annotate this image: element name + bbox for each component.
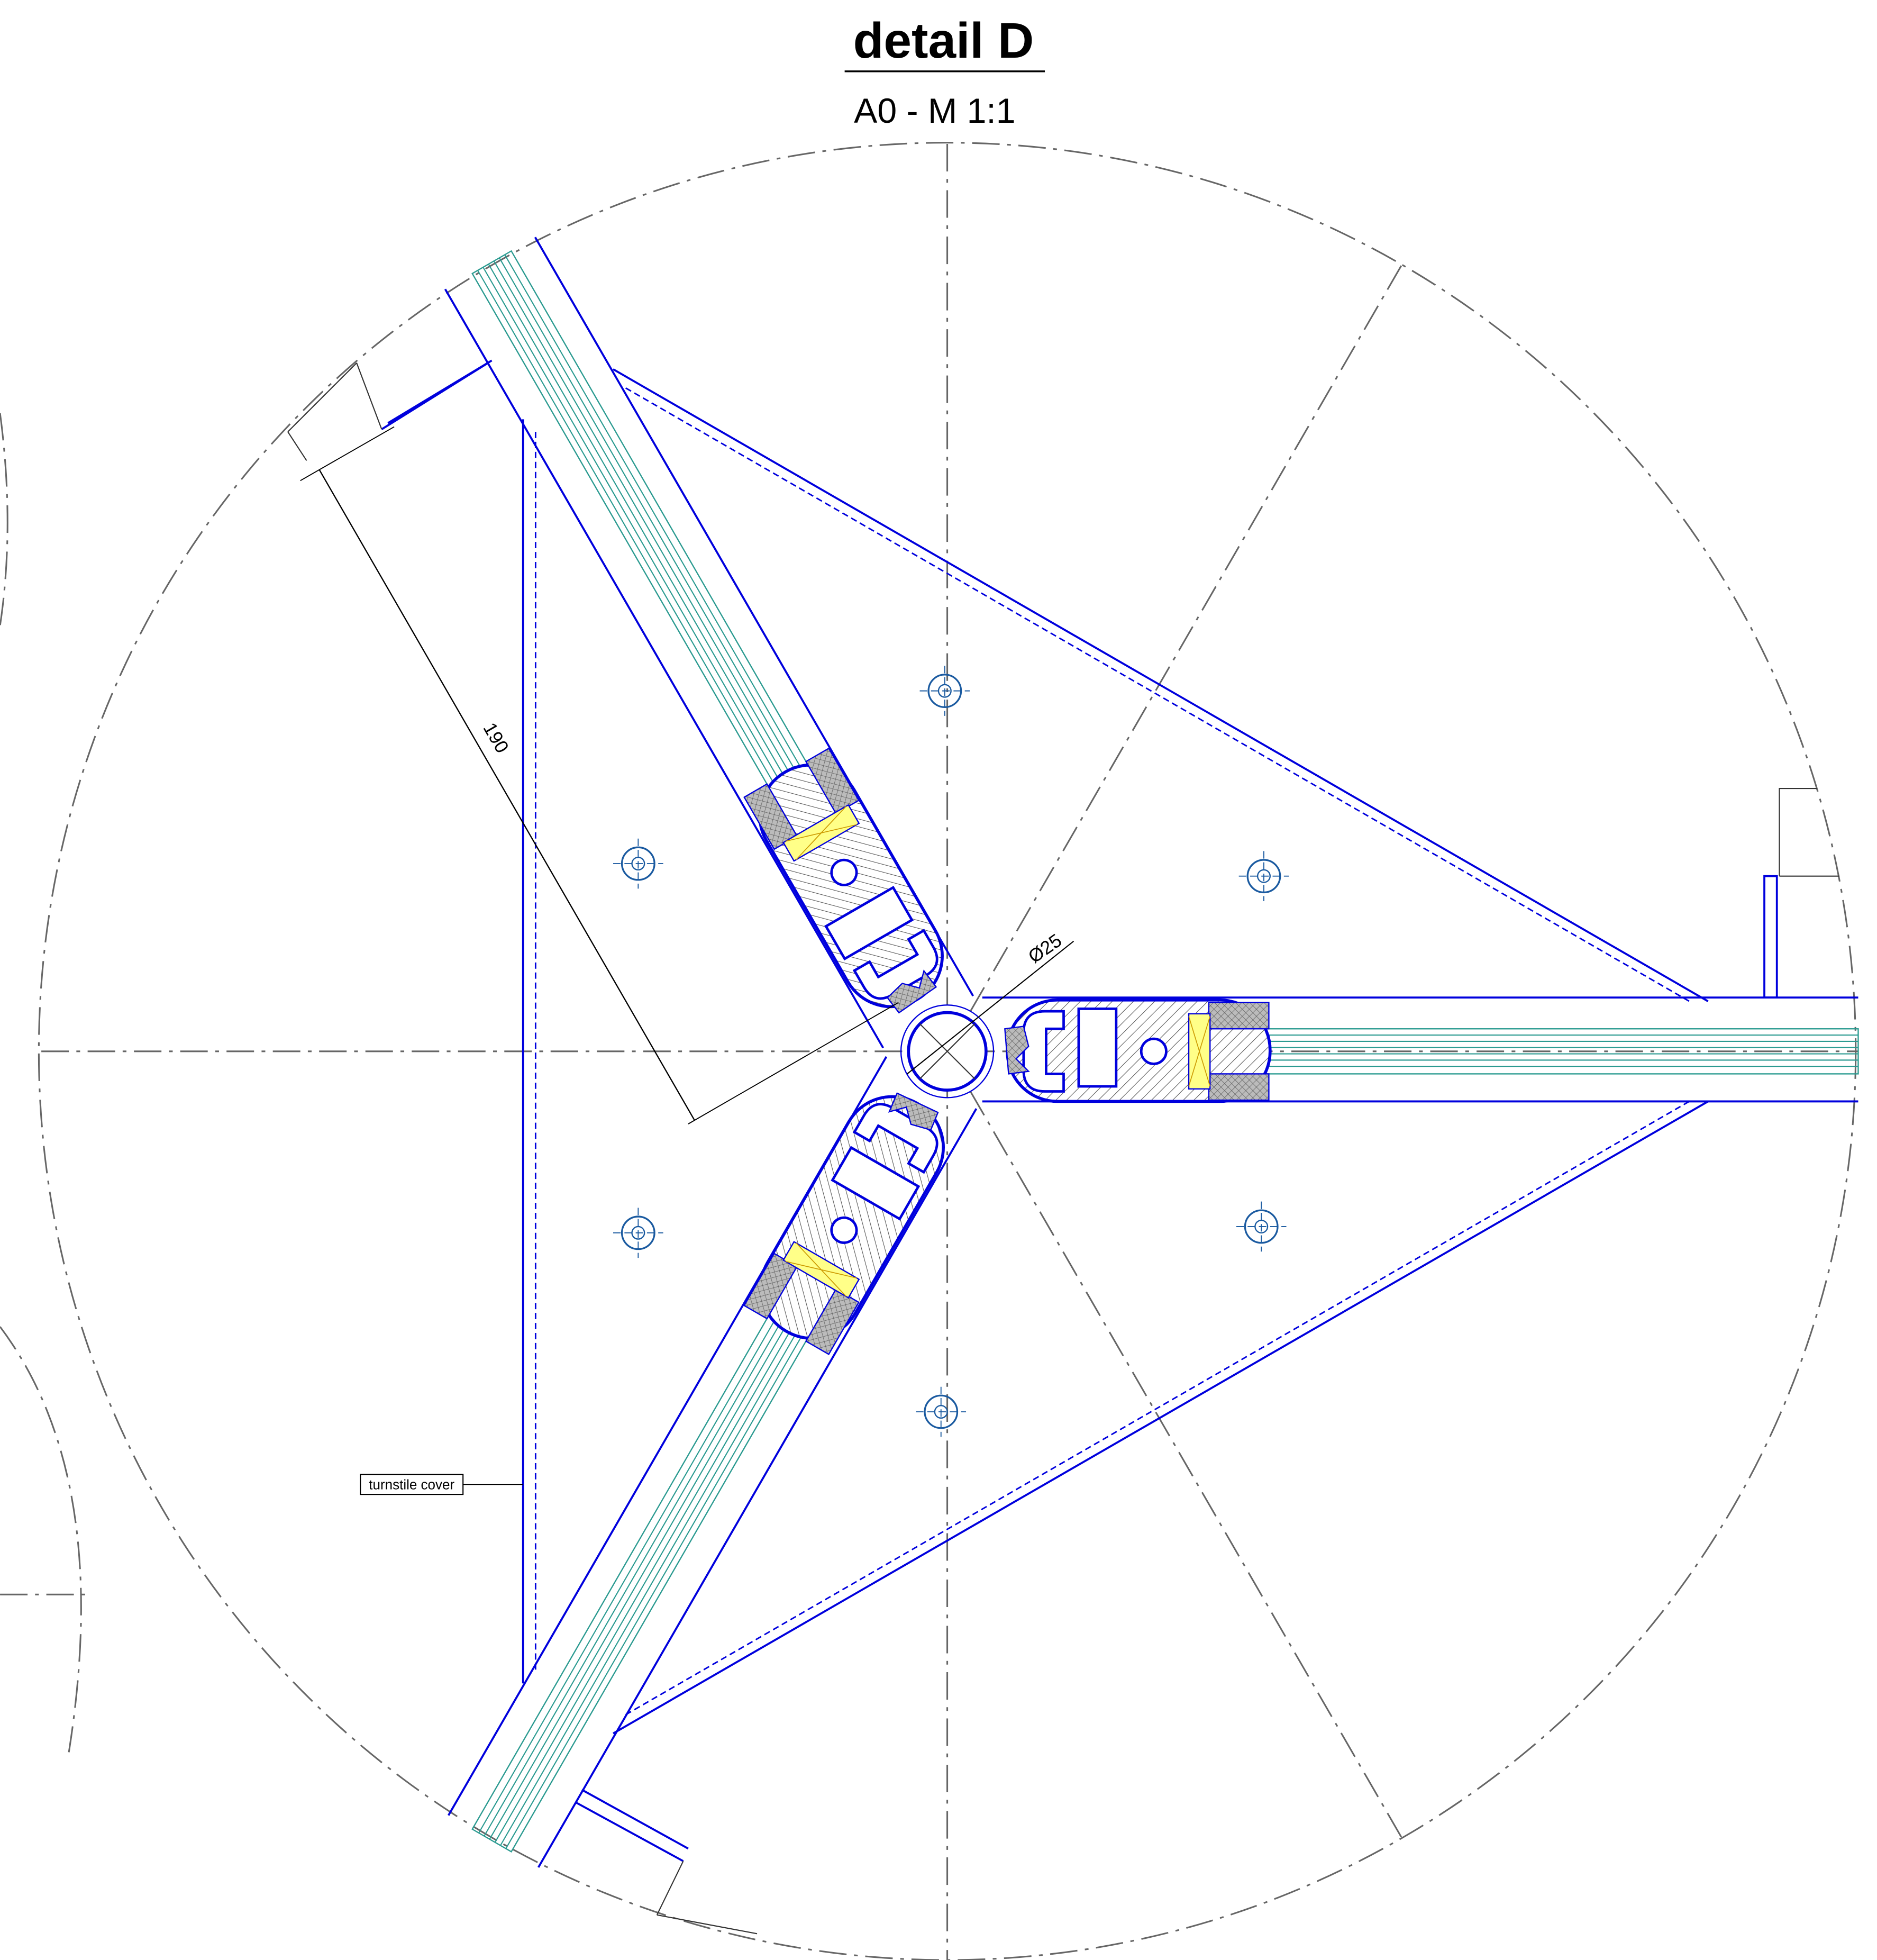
turnstile-cover [288, 360, 1839, 1934]
turnstile-cover-part [626, 388, 1689, 1001]
dimension-190-part [300, 427, 394, 481]
turnstile-cover-part [626, 1101, 1689, 1714]
arm [449, 1057, 977, 1867]
screw [1236, 1202, 1287, 1252]
dimension-label: Ø25 [1024, 930, 1065, 967]
turnstile-cover-part [1764, 876, 1777, 997]
hub [901, 1005, 994, 1097]
screw [916, 1387, 966, 1437]
turnstile-cover-part [657, 1861, 757, 1934]
turnstile-cover-part [1779, 788, 1839, 876]
dimension-190-part [319, 469, 695, 1120]
screw [1239, 851, 1289, 901]
dimension-label: 190 [479, 719, 513, 757]
screw [920, 666, 970, 716]
callout: turnstile cover [360, 1474, 523, 1494]
centerlines-part [0, 413, 7, 626]
centerlines-part [947, 1051, 1402, 1837]
arms [445, 237, 1858, 1867]
arm [445, 237, 973, 1048]
turnstile-cover-part [613, 1101, 1708, 1733]
screw [613, 1208, 663, 1258]
turnstile-cover-part [288, 363, 381, 460]
drawing: 190 Ø25 turnstile cover detail D A0 - M … [0, 0, 1877, 1960]
callout-label: turnstile cover [369, 1477, 454, 1493]
screw [613, 839, 663, 889]
turnstile-cover-part [576, 1790, 688, 1861]
page: 190 Ø25 turnstile cover detail D A0 - M … [0, 0, 1877, 1960]
turnstile-cover-part [613, 369, 1708, 1001]
turnstile-cover-part [381, 360, 491, 429]
centerlines-part [947, 265, 1402, 1051]
centerlines-part [0, 1327, 81, 1752]
title: detail D [853, 13, 1034, 69]
subtitle: A0 - M 1:1 [854, 92, 1015, 131]
arm [982, 997, 1858, 1101]
